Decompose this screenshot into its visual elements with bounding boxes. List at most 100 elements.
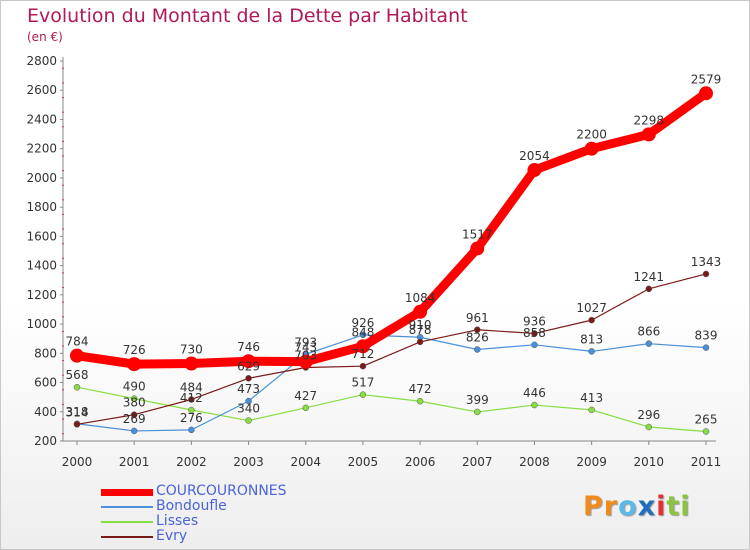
chart-title: Evolution du Montant de la Dette par Hab…: [27, 5, 468, 27]
logo-letter: t: [666, 491, 681, 522]
y-tick-label: 1000: [26, 317, 57, 331]
series-point: [73, 421, 81, 428]
x-tick-label: 2002: [176, 455, 207, 469]
series-point: [645, 285, 653, 293]
data-label: 473: [237, 382, 260, 396]
series-point: [416, 338, 424, 346]
data-label: 826: [466, 331, 489, 345]
data-label: 2200: [576, 128, 607, 142]
series-point: [702, 270, 710, 278]
data-label: 2579: [691, 72, 722, 86]
series-point: [359, 331, 367, 339]
data-label: 314: [66, 405, 89, 419]
y-tick-label: 200: [34, 434, 57, 448]
legend-item-courcouronnes: COURCOURONNES: [101, 483, 361, 500]
data-label: 2298: [634, 113, 665, 127]
series-point: [588, 316, 595, 324]
y-tick-label: 2600: [26, 83, 57, 97]
proxiti-logo: Proxiti: [583, 491, 691, 522]
data-label: 318: [66, 405, 89, 419]
x-tick-label: 2009: [576, 455, 607, 469]
data-label: 276: [180, 411, 203, 425]
series-point: [531, 341, 538, 349]
series-point: [474, 346, 481, 353]
series-point: [73, 383, 81, 391]
data-label: 412: [180, 391, 203, 405]
data-label: 961: [466, 311, 489, 325]
legend-swatch-lisses: [101, 521, 153, 523]
series-point: [245, 375, 252, 382]
x-tick-label: 2006: [405, 455, 436, 469]
data-label: 2054: [519, 149, 550, 163]
series-point: [531, 401, 538, 409]
series-point: [413, 304, 428, 319]
logo-letter: i: [656, 491, 667, 522]
y-tick-label: 800: [34, 346, 57, 360]
legend-swatch-bondoufle: [101, 506, 153, 508]
x-tick-label: 2004: [290, 455, 321, 469]
data-label: 380: [123, 396, 146, 410]
series-point: [355, 339, 370, 354]
data-label: 746: [237, 340, 260, 354]
x-tick-label: 2001: [119, 455, 150, 469]
data-label: 399: [466, 393, 489, 407]
data-label: 340: [237, 402, 260, 416]
x-tick-label: 2003: [233, 455, 264, 469]
logo-letter: r: [603, 491, 619, 522]
series-point: [127, 357, 142, 372]
data-label: 413: [580, 391, 603, 405]
x-tick-label: 2011: [691, 455, 722, 469]
series-line: [76, 273, 707, 425]
data-label: 1241: [634, 270, 665, 284]
data-label: 784: [66, 335, 89, 349]
series-point: [645, 423, 653, 431]
data-label: 1517: [462, 228, 493, 242]
series-point: [130, 427, 138, 435]
series-point: [584, 141, 599, 156]
series-line: [76, 386, 707, 433]
y-tick-label: 2800: [26, 54, 57, 68]
series-point: [130, 411, 138, 418]
data-label: 490: [123, 380, 146, 394]
data-label: 878: [409, 323, 432, 337]
series-point: [184, 356, 199, 371]
data-label: 296: [637, 408, 660, 422]
data-label: 858: [523, 326, 546, 340]
y-tick-label: 2000: [26, 171, 57, 185]
series-point: [359, 391, 367, 398]
legend: COURCOURONNES Bondoufle Lisses Evry: [101, 483, 361, 545]
y-tick-label: 2400: [26, 112, 57, 126]
series-point: [702, 344, 710, 351]
data-label: 265: [695, 413, 718, 427]
series-point: [188, 406, 195, 414]
x-tick-label: 2007: [462, 455, 493, 469]
series-point: [245, 417, 252, 424]
chart-subtitle: (en €): [27, 30, 63, 44]
data-label: 568: [66, 368, 89, 382]
series-point: [245, 397, 252, 405]
legend-label: Bondoufle: [156, 498, 227, 514]
series-point: [645, 340, 653, 347]
legend-swatch-courcouronnes: [101, 489, 153, 496]
data-label: 730: [180, 343, 203, 357]
y-tick-label: 600: [34, 376, 57, 390]
series-point: [588, 348, 595, 355]
legend-label: COURCOURONNES: [156, 483, 287, 499]
series-point: [470, 241, 485, 256]
data-label: 703: [294, 348, 317, 362]
data-label: 629: [237, 359, 260, 373]
logo-letter: i: [680, 491, 691, 522]
logo-letter: x: [637, 491, 657, 522]
data-label: 1084: [405, 291, 436, 305]
y-tick-label: 1800: [26, 200, 57, 214]
series-point: [416, 397, 424, 405]
data-label: 743: [294, 341, 317, 355]
series-point: [588, 406, 595, 414]
legend-item-evry: Evry: [101, 528, 361, 545]
data-label: 726: [123, 343, 146, 357]
x-tick-label: 2000: [62, 455, 93, 469]
data-label: 936: [523, 314, 546, 328]
data-label: 839: [695, 329, 718, 343]
series-point: [241, 354, 256, 369]
